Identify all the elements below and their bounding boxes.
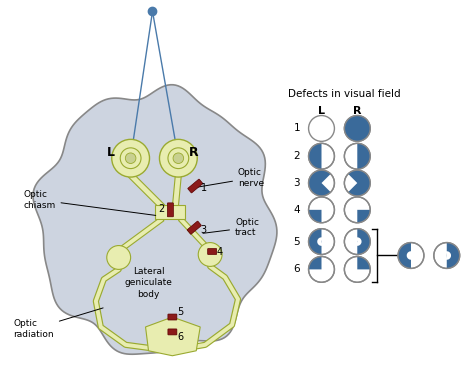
- Circle shape: [309, 170, 335, 196]
- Circle shape: [309, 116, 335, 141]
- Text: 4: 4: [293, 205, 300, 215]
- FancyBboxPatch shape: [187, 221, 201, 234]
- Text: 6: 6: [293, 264, 300, 275]
- FancyBboxPatch shape: [188, 179, 203, 193]
- Text: 1: 1: [293, 123, 300, 134]
- Wedge shape: [309, 143, 321, 169]
- FancyBboxPatch shape: [168, 329, 177, 335]
- Text: Optic
chiasm: Optic chiasm: [23, 190, 155, 215]
- Wedge shape: [317, 237, 323, 246]
- Circle shape: [434, 243, 460, 269]
- Text: 3: 3: [293, 178, 300, 188]
- Polygon shape: [155, 205, 185, 219]
- Circle shape: [168, 148, 189, 169]
- Wedge shape: [357, 229, 370, 254]
- Text: Optic
tract: Optic tract: [203, 218, 259, 237]
- Text: R: R: [353, 105, 362, 116]
- Wedge shape: [348, 170, 370, 196]
- Wedge shape: [446, 251, 451, 260]
- Wedge shape: [447, 243, 460, 269]
- Circle shape: [345, 197, 370, 223]
- Wedge shape: [356, 237, 362, 246]
- Polygon shape: [173, 175, 182, 207]
- Circle shape: [309, 143, 335, 169]
- Circle shape: [309, 257, 335, 282]
- Text: Lateral
geniculate
body: Lateral geniculate body: [125, 267, 173, 298]
- Polygon shape: [146, 317, 200, 356]
- Circle shape: [112, 140, 149, 177]
- Circle shape: [345, 170, 370, 196]
- Text: 1: 1: [201, 183, 207, 193]
- Polygon shape: [179, 217, 209, 249]
- Wedge shape: [309, 170, 331, 196]
- Circle shape: [345, 229, 370, 254]
- Circle shape: [345, 116, 370, 141]
- Circle shape: [309, 229, 335, 254]
- Text: 6: 6: [177, 332, 183, 342]
- Polygon shape: [119, 217, 164, 252]
- Wedge shape: [309, 210, 321, 223]
- Text: L: L: [318, 105, 325, 116]
- Circle shape: [309, 197, 335, 223]
- Text: L: L: [107, 146, 115, 159]
- Circle shape: [345, 116, 370, 141]
- Text: 3: 3: [200, 225, 206, 234]
- Polygon shape: [33, 85, 277, 354]
- Wedge shape: [407, 251, 412, 260]
- Circle shape: [120, 148, 141, 169]
- FancyBboxPatch shape: [208, 249, 217, 254]
- Text: 4: 4: [217, 246, 223, 257]
- Polygon shape: [128, 173, 164, 209]
- Circle shape: [159, 140, 197, 177]
- Circle shape: [173, 153, 183, 163]
- Text: Optic
radiation: Optic radiation: [13, 308, 103, 338]
- Text: 2: 2: [293, 151, 300, 161]
- FancyBboxPatch shape: [168, 314, 177, 320]
- Text: 5: 5: [293, 237, 300, 246]
- Text: 5: 5: [177, 307, 183, 317]
- Wedge shape: [309, 229, 321, 254]
- Text: Optic
nerve: Optic nerve: [195, 168, 264, 188]
- Circle shape: [107, 246, 131, 269]
- Circle shape: [125, 153, 136, 163]
- Circle shape: [345, 257, 370, 282]
- FancyBboxPatch shape: [167, 203, 173, 217]
- Wedge shape: [309, 257, 321, 269]
- Wedge shape: [357, 143, 370, 169]
- Circle shape: [398, 243, 424, 269]
- Circle shape: [345, 143, 370, 169]
- Wedge shape: [357, 210, 370, 223]
- Text: Defects in visual field: Defects in visual field: [288, 89, 401, 99]
- Circle shape: [198, 243, 222, 266]
- Text: 2: 2: [158, 204, 164, 214]
- Wedge shape: [357, 257, 370, 269]
- Wedge shape: [398, 243, 411, 269]
- Text: R: R: [189, 146, 198, 159]
